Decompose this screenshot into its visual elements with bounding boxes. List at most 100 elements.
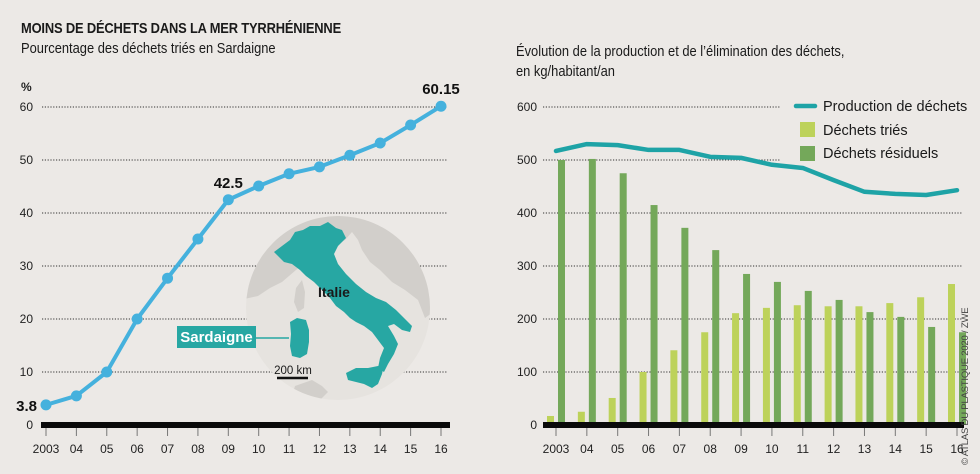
x-tick-label: 10 xyxy=(765,442,779,456)
y-tick-label: 10 xyxy=(20,365,34,379)
x-tick-label: 09 xyxy=(222,442,236,456)
y-tick-label: 400 xyxy=(517,206,537,220)
x-tick-label: 06 xyxy=(642,442,656,456)
y-tick-label: 300 xyxy=(517,259,537,273)
sardaigne-label-box xyxy=(177,326,256,348)
bar-residual xyxy=(712,250,720,425)
x-tick-label: 14 xyxy=(889,442,903,456)
legend-swatch-sorted xyxy=(800,122,815,137)
bar-sorted xyxy=(639,372,647,425)
bar-sorted xyxy=(762,307,770,425)
data-label: 3.8 xyxy=(16,398,37,415)
x-tick-label: 04 xyxy=(70,442,84,456)
x-tick-label: 13 xyxy=(858,442,872,456)
legend-swatch-residual xyxy=(800,146,815,161)
data-point xyxy=(435,100,447,112)
bar-residual xyxy=(773,281,781,425)
y-tick-label: 30 xyxy=(20,259,34,273)
legend-label-production: Production de déchets xyxy=(823,99,967,115)
data-point xyxy=(283,168,295,180)
bar-sorted xyxy=(793,305,801,425)
y-tick-label: 20 xyxy=(20,312,34,326)
x-tick-label: 15 xyxy=(404,442,418,456)
x-tick-label: 08 xyxy=(704,442,718,456)
sardaigne-label: Sardaigne xyxy=(180,329,253,346)
x-tick-label: 06 xyxy=(130,442,144,456)
data-label: 42.5 xyxy=(214,175,243,192)
x-tick-label: 05 xyxy=(611,442,625,456)
bar-residual xyxy=(650,205,658,425)
x-tick-label: 11 xyxy=(283,442,296,456)
bar-residual xyxy=(897,316,905,425)
map-land-mass xyxy=(246,216,430,318)
x-tick-label: 16 xyxy=(950,442,964,456)
legend: Production de déchets Déchets triés Déch… xyxy=(793,99,967,162)
data-label: 60.15 xyxy=(422,81,460,98)
data-point xyxy=(40,399,52,411)
x-tick-label: 16 xyxy=(434,442,448,456)
right-chart-grid xyxy=(543,106,962,373)
bar-residual xyxy=(619,173,627,425)
x-tick-label: 2003 xyxy=(543,442,570,456)
y-tick-label: 50 xyxy=(20,153,34,167)
y-tick-label: 600 xyxy=(517,100,537,114)
y-tick-label: 500 xyxy=(517,153,537,167)
data-point xyxy=(344,149,356,161)
y-tick-label: 60 xyxy=(20,100,34,114)
y-tick-label: 40 xyxy=(20,206,34,220)
bar-residual xyxy=(835,299,843,425)
bar-sorted xyxy=(855,306,863,425)
x-tick-label: 12 xyxy=(313,442,327,456)
x-tick-label: 2003 xyxy=(33,442,60,456)
y-tick-label: 100 xyxy=(517,365,537,379)
bar-sorted xyxy=(824,306,832,425)
main-title: MOINS DE DÉCHETS DANS LA MER TYRRHÉNIENN… xyxy=(21,20,342,37)
x-tick-label: 13 xyxy=(343,442,357,456)
credit-text: © ATLAS DU PLASTIQUE 2020 / ZWE xyxy=(960,307,971,465)
x-tick-label: 09 xyxy=(734,442,748,456)
x-tick-label: 11 xyxy=(797,442,810,456)
y-tick-label: 0 xyxy=(26,418,33,432)
bar-sorted xyxy=(701,332,709,425)
map-corsica xyxy=(294,280,305,312)
right-subtitle-line1: Évolution de la production et de l’élimi… xyxy=(516,43,845,60)
data-point xyxy=(162,272,174,284)
right-subtitle-line2: en kg/habitant/an xyxy=(516,63,615,80)
bar-residual xyxy=(588,158,596,425)
bar-sorted xyxy=(670,350,678,425)
x-tick-label: 15 xyxy=(919,442,933,456)
left-chart-series: 3.8 42.5 60.15 xyxy=(16,81,460,415)
data-point xyxy=(313,161,325,173)
italie-label: Italie xyxy=(318,284,350,300)
x-tick-label: 08 xyxy=(191,442,205,456)
bar-sorted xyxy=(577,411,585,425)
map-italy xyxy=(274,222,412,372)
bar-sorted xyxy=(547,415,554,425)
bar-sorted xyxy=(886,303,894,425)
y-tick-label: 200 xyxy=(517,312,537,326)
data-point xyxy=(131,313,143,325)
x-axis-line xyxy=(41,422,450,428)
map-sicily xyxy=(346,364,384,388)
left-chart-subtitle: Pourcentage des déchets triés en Sardaig… xyxy=(21,40,276,57)
y-axis-unit: % xyxy=(21,80,32,94)
bar-residual xyxy=(558,160,565,425)
bar-residual xyxy=(928,326,936,425)
data-point xyxy=(253,180,265,192)
x-tick-label: 07 xyxy=(161,442,175,456)
bar-sorted xyxy=(948,284,955,425)
data-point xyxy=(405,119,417,131)
bar-residual xyxy=(804,290,812,425)
x-tick-label: 14 xyxy=(374,442,388,456)
map-sardinia xyxy=(290,318,309,358)
bar-residual xyxy=(959,332,966,425)
x-tick-label: 07 xyxy=(673,442,687,456)
data-point xyxy=(374,137,386,149)
data-point xyxy=(222,194,234,206)
data-point xyxy=(70,390,82,402)
x-tick-label: 12 xyxy=(827,442,841,456)
data-point xyxy=(101,366,113,378)
series-line-production xyxy=(553,141,960,198)
bar-sorted xyxy=(608,397,616,425)
